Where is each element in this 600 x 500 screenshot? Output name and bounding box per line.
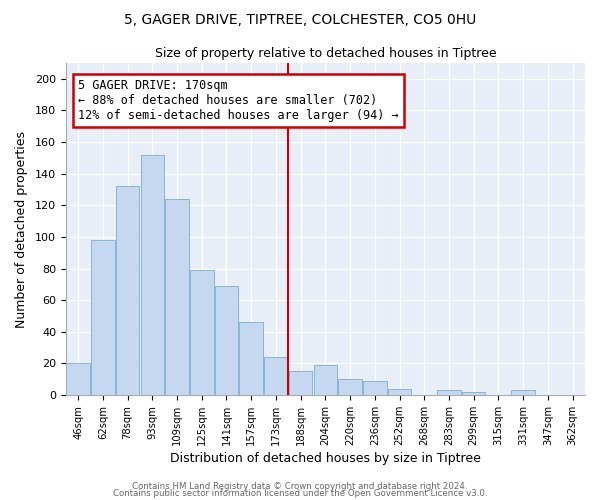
Bar bbox=[511, 390, 535, 395]
Y-axis label: Number of detached properties: Number of detached properties bbox=[15, 130, 28, 328]
Bar bbox=[91, 240, 115, 395]
X-axis label: Distribution of detached houses by size in Tiptree: Distribution of detached houses by size … bbox=[170, 452, 481, 465]
Bar bbox=[437, 390, 461, 395]
Bar bbox=[388, 388, 412, 395]
Bar bbox=[215, 286, 238, 395]
Bar bbox=[314, 365, 337, 395]
Bar bbox=[363, 380, 386, 395]
Bar bbox=[166, 199, 189, 395]
Bar bbox=[289, 372, 313, 395]
Text: 5 GAGER DRIVE: 170sqm
← 88% of detached houses are smaller (702)
12% of semi-det: 5 GAGER DRIVE: 170sqm ← 88% of detached … bbox=[78, 79, 399, 122]
Text: Contains HM Land Registry data © Crown copyright and database right 2024.: Contains HM Land Registry data © Crown c… bbox=[132, 482, 468, 491]
Bar bbox=[116, 186, 139, 395]
Title: Size of property relative to detached houses in Tiptree: Size of property relative to detached ho… bbox=[155, 48, 496, 60]
Bar bbox=[140, 154, 164, 395]
Bar bbox=[338, 379, 362, 395]
Bar bbox=[239, 322, 263, 395]
Bar bbox=[67, 364, 90, 395]
Text: 5, GAGER DRIVE, TIPTREE, COLCHESTER, CO5 0HU: 5, GAGER DRIVE, TIPTREE, COLCHESTER, CO5… bbox=[124, 12, 476, 26]
Bar bbox=[264, 357, 287, 395]
Bar bbox=[462, 392, 485, 395]
Bar bbox=[190, 270, 214, 395]
Text: Contains public sector information licensed under the Open Government Licence v3: Contains public sector information licen… bbox=[113, 489, 487, 498]
